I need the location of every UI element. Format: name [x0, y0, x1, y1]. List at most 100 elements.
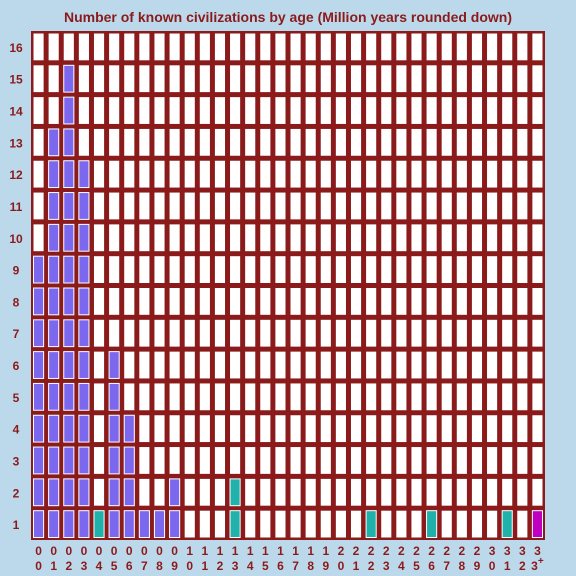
bar-segment	[78, 478, 90, 507]
grid-cell	[139, 415, 150, 443]
grid-cell	[396, 510, 407, 538]
grid-cell	[63, 33, 74, 61]
grid-cell	[260, 478, 271, 506]
grid-cell	[230, 256, 241, 283]
grid-cell	[381, 351, 392, 379]
x-tick-label-bottom: 4	[96, 559, 103, 573]
grid-cell	[93, 447, 105, 474]
grid-frame	[31, 31, 545, 540]
grid-cell	[456, 65, 467, 93]
grid-cell	[487, 160, 498, 188]
bar-segment	[78, 414, 90, 443]
grid-cell	[139, 128, 150, 156]
grid-cell	[169, 256, 180, 283]
grid-cell	[109, 256, 120, 283]
grid-cell	[517, 65, 528, 93]
x-tick-label-top: 0	[65, 544, 72, 558]
grid-cell	[214, 383, 226, 411]
grid-cell	[396, 478, 407, 506]
grid-cell	[456, 319, 467, 347]
bar-segment	[169, 510, 181, 539]
grid-cell	[441, 319, 452, 347]
grid-cell	[426, 33, 437, 61]
bar-segment	[108, 414, 120, 443]
x-tick-label-bottom: 5	[262, 559, 269, 573]
grid-cell	[139, 319, 150, 347]
grid-cell	[381, 256, 392, 283]
grid-cell	[471, 256, 483, 283]
grid-cell	[214, 224, 226, 252]
bar-segment	[48, 287, 60, 316]
grid-cell	[124, 128, 135, 156]
grid-cell	[169, 383, 180, 411]
grid-cell	[230, 192, 241, 220]
grid-cell	[184, 447, 195, 474]
x-tick-label-top: 3	[519, 544, 526, 558]
grid-cell	[456, 383, 467, 411]
grid-cell	[411, 128, 422, 156]
x-tick-label-bottom: 6	[428, 559, 435, 573]
grid-cell	[93, 33, 105, 61]
grid-cell	[381, 478, 392, 506]
x-tick-label-top: 1	[247, 544, 254, 558]
x-tick-label-top: 0	[81, 544, 88, 558]
x-tick-label-bottom: 7	[141, 559, 148, 573]
bar-segment	[78, 287, 90, 316]
grid-cell	[381, 192, 392, 220]
grid-cell	[305, 383, 316, 411]
grid-cell	[230, 65, 241, 93]
grid-cell	[93, 319, 105, 347]
grid-cell	[154, 160, 165, 188]
grid-cell	[260, 128, 271, 156]
grid-cell	[366, 97, 377, 124]
grid-cell	[184, 319, 195, 347]
grid-cell	[487, 351, 498, 379]
grid-cell	[230, 351, 241, 379]
bar-segment	[78, 255, 90, 284]
x-tick-label-top: 1	[292, 544, 299, 558]
grid-cell	[290, 383, 301, 411]
x-tick-label-top: 2	[413, 544, 420, 558]
grid-cell	[154, 65, 165, 93]
grid-cell	[169, 288, 180, 315]
grid-cell	[381, 97, 392, 124]
grid-cell	[411, 65, 422, 93]
grid-cell	[487, 128, 498, 156]
grid-cell	[502, 478, 513, 506]
grid-cell	[214, 351, 226, 379]
grid-cell	[245, 415, 256, 443]
grid-cell	[109, 65, 120, 93]
grid-cell	[260, 510, 271, 538]
grid-cell	[335, 447, 346, 474]
bar-segment	[63, 160, 75, 189]
bar-segment	[63, 287, 75, 316]
grid-cell	[305, 478, 316, 506]
grid-cell	[154, 415, 165, 443]
grid-cell	[517, 97, 528, 124]
grid-cell	[305, 351, 316, 379]
grid-cell	[260, 160, 271, 188]
grid-cell	[411, 33, 422, 61]
grid-cell	[456, 351, 467, 379]
grid-cell	[169, 224, 180, 252]
grid-cell	[411, 415, 422, 443]
grid-cell	[169, 415, 180, 443]
grid-cell	[502, 415, 513, 443]
grid-cell	[290, 160, 301, 188]
grid-cell	[154, 128, 165, 156]
x-tick-label-bottom: 6	[126, 559, 133, 573]
grid-cell	[426, 65, 437, 93]
grid-cell	[199, 192, 210, 220]
grid-cell	[93, 192, 105, 220]
bar-segment	[33, 446, 45, 475]
grid-cell	[426, 447, 437, 474]
grid-cell	[426, 288, 437, 315]
grid-cell	[487, 192, 498, 220]
bar-segment	[63, 223, 75, 252]
x-tick-label-top: 2	[353, 544, 360, 558]
grid-cell	[441, 351, 452, 379]
grid-cell	[396, 33, 407, 61]
grid-cell	[93, 478, 105, 506]
grid-cell	[245, 478, 256, 506]
grid-cell	[366, 288, 377, 315]
